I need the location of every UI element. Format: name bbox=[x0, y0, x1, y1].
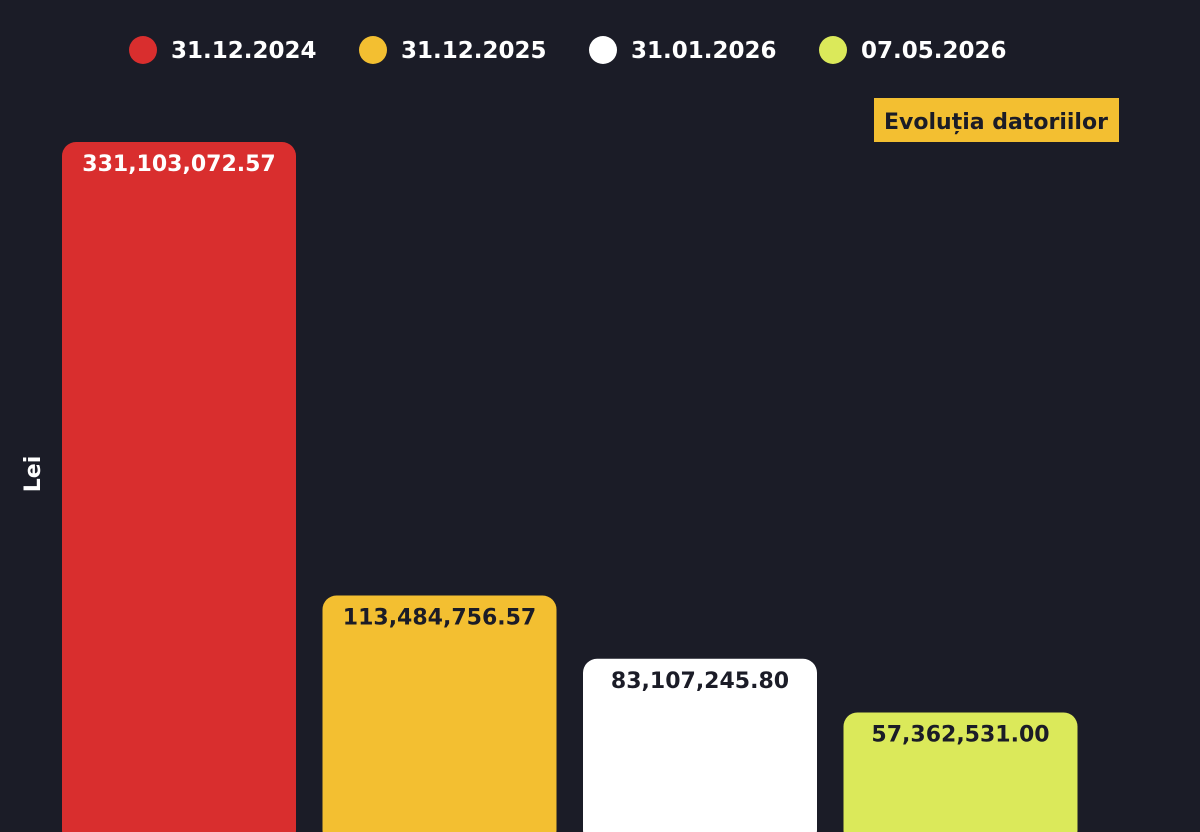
value-label-1: 331,103,072.57 bbox=[82, 152, 275, 177]
legend-item-3: 31.01.2026 bbox=[589, 36, 777, 64]
value-label-4: 57,362,531.00 bbox=[871, 722, 1049, 747]
legend: 31.12.2024 31.12.2025 31.01.2026 07.05.2026 bbox=[129, 36, 1007, 64]
legend-swatch-1 bbox=[129, 36, 157, 64]
legend-label-3: 31.01.2026 bbox=[631, 38, 777, 64]
chart-title-badge: Evoluția datoriilor bbox=[874, 98, 1119, 142]
legend-swatch-3 bbox=[589, 36, 617, 64]
value-label-3: 83,107,245.80 bbox=[611, 669, 789, 694]
value-labels: 331,103,072.57 113,484,756.57 83,107,245.8… bbox=[82, 152, 1049, 747]
legend-label-1: 31.12.2024 bbox=[171, 38, 317, 64]
legend-label-4: 07.05.2026 bbox=[861, 38, 1007, 64]
title-badge-background bbox=[874, 98, 1119, 142]
bar-2 bbox=[322, 595, 557, 832]
legend-label-2: 31.12.2025 bbox=[401, 38, 547, 64]
legend-item-1: 31.12.2024 bbox=[129, 36, 317, 64]
legend-item-4: 07.05.2026 bbox=[819, 36, 1007, 64]
legend-swatch-2 bbox=[359, 36, 387, 64]
chart-title: Evoluția datoriilor bbox=[884, 110, 1108, 135]
legend-item-2: 31.12.2025 bbox=[359, 36, 547, 64]
bars bbox=[62, 142, 1078, 832]
value-label-2: 113,484,756.57 bbox=[343, 606, 536, 631]
bar-1 bbox=[62, 142, 296, 832]
bar-4 bbox=[843, 712, 1078, 832]
y-axis-label: Lei bbox=[21, 456, 46, 492]
legend-swatch-4 bbox=[819, 36, 847, 64]
bar-3 bbox=[583, 658, 817, 832]
